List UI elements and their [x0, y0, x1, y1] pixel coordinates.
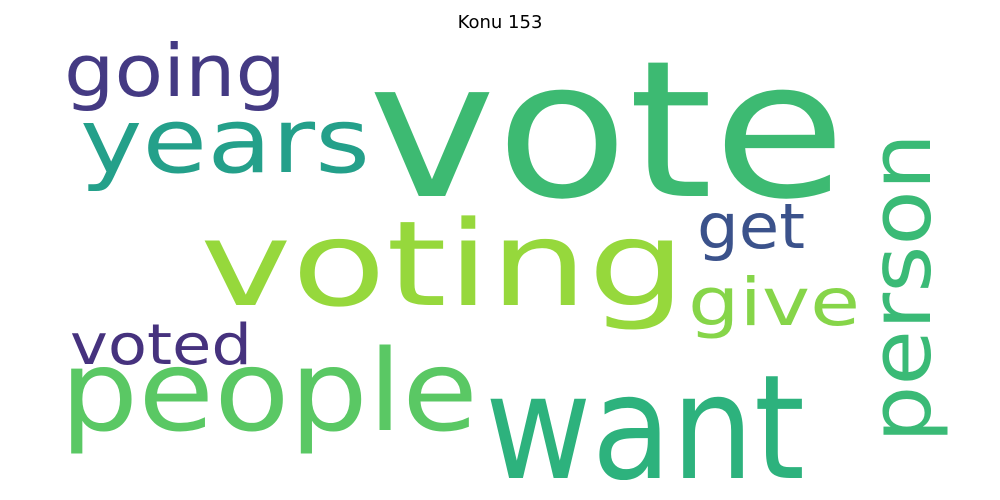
word-want: want [485, 344, 805, 500]
word-give: give [688, 264, 860, 341]
word-get: get [697, 190, 805, 263]
word-voting: voting [200, 195, 686, 333]
figure-title: Konu 153 [457, 12, 543, 33]
word-people: people [60, 327, 478, 457]
word-voted: voted [70, 313, 252, 378]
word-vote: vote [368, 20, 846, 241]
word-person: person [852, 133, 951, 443]
word-going: going [64, 29, 286, 113]
word-years: years [80, 89, 370, 194]
